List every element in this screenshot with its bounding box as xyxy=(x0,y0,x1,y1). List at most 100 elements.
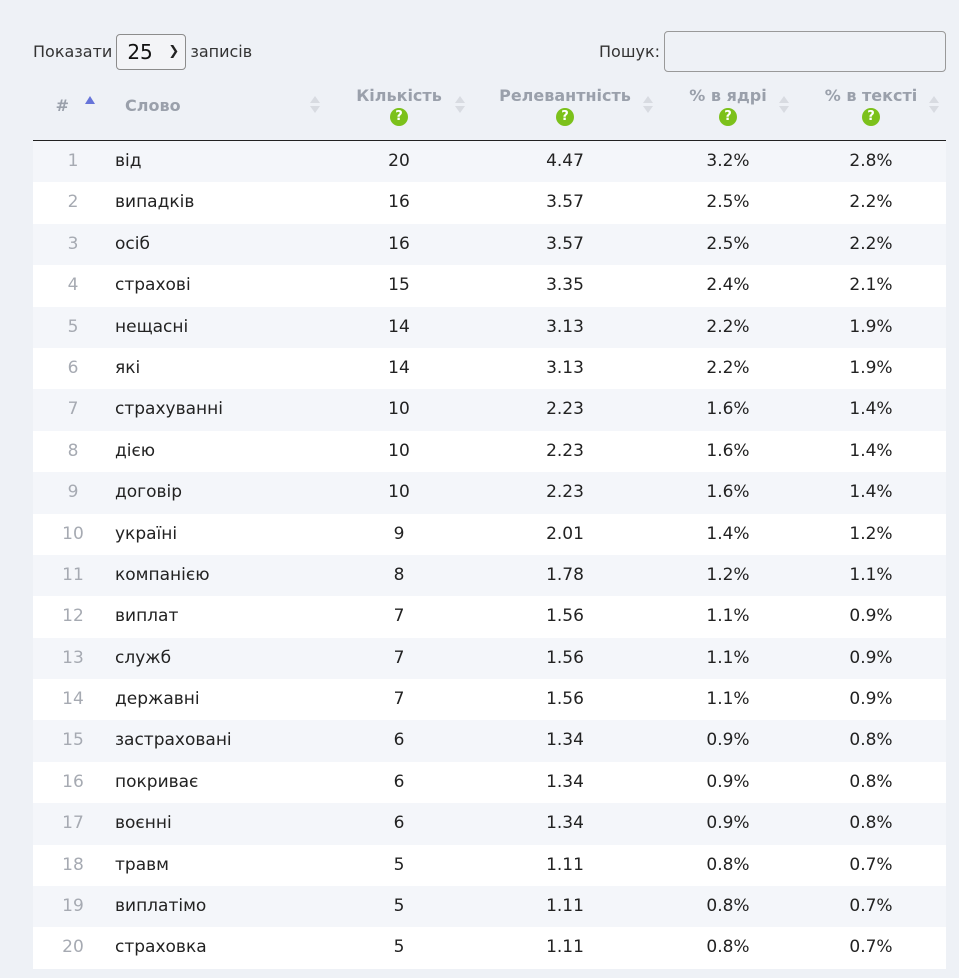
row-text-percent: 0.7% xyxy=(849,854,893,875)
row-core-percent: 2.4% xyxy=(706,275,750,296)
length-suffix-label: записів xyxy=(190,42,253,61)
table-row: 20 страховка 5 1.11 0.8% 0.7% xyxy=(33,927,946,969)
page-length-select[interactable]: 25 ❯ xyxy=(116,33,187,70)
row-count: 10 xyxy=(388,440,410,461)
row-text-percent: 1.9% xyxy=(849,357,893,378)
row-index: 18 xyxy=(62,854,84,875)
row-count: 5 xyxy=(393,854,405,875)
row-text-percent: 2.2% xyxy=(849,233,893,254)
row-word: виплат xyxy=(115,606,179,627)
table-row: 7 страхуванні 10 2.23 1.6% 1.4% xyxy=(33,389,946,431)
search-control: Пошук: xyxy=(599,31,946,72)
row-index: 6 xyxy=(67,357,79,378)
row-text-percent: 1.4% xyxy=(849,482,893,503)
row-relevance: 3.57 xyxy=(546,192,584,213)
search-input[interactable] xyxy=(664,31,946,72)
table-row: 11 компанією 8 1.78 1.2% 1.1% xyxy=(33,554,946,597)
row-word: травм xyxy=(115,854,169,875)
length-prefix-label: Показати xyxy=(33,42,113,61)
row-count: 5 xyxy=(393,937,405,958)
table-row: 12 виплат 7 1.56 1.1% 0.9% xyxy=(33,596,946,638)
table-row: 8 дією 10 2.23 1.6% 1.4% xyxy=(33,430,946,473)
row-count: 14 xyxy=(388,357,410,378)
chevron-down-icon: ❯ xyxy=(168,44,180,59)
row-relevance: 3.13 xyxy=(546,316,584,337)
row-index: 4 xyxy=(67,275,79,296)
column-header-relevance[interactable]: Релевантність ? xyxy=(495,86,653,140)
row-count: 6 xyxy=(393,813,405,834)
row-index: 19 xyxy=(62,896,84,917)
help-icon[interactable]: ? xyxy=(390,108,408,126)
row-core-percent: 1.6% xyxy=(706,482,750,503)
row-index: 3 xyxy=(67,233,79,254)
row-relevance: 2.23 xyxy=(546,399,584,420)
row-relevance: 2.23 xyxy=(546,482,584,503)
column-header-word[interactable]: Слово xyxy=(115,86,325,140)
table-row: 6 які 14 3.13 2.2% 1.9% xyxy=(33,347,946,390)
row-text-percent: 0.9% xyxy=(849,647,893,668)
table-row: 18 травм 5 1.11 0.8% 0.7% xyxy=(33,844,946,887)
row-relevance: 1.56 xyxy=(546,689,584,710)
row-word: служб xyxy=(115,647,172,668)
row-count: 7 xyxy=(393,689,405,710)
row-relevance: 1.34 xyxy=(546,813,584,834)
row-text-percent: 0.8% xyxy=(849,771,893,792)
column-label: Релевантність xyxy=(499,86,631,105)
sort-asc-icon xyxy=(85,96,95,104)
row-word: страховка xyxy=(115,937,207,958)
word-frequency-table-wrapper: Показати 25 ❯ записів Пошук: # Слово Кіл… xyxy=(33,0,946,978)
row-core-percent: 3.2% xyxy=(706,151,750,171)
row-core-percent: 1.6% xyxy=(706,440,750,461)
sort-icon xyxy=(929,96,939,114)
sort-icon xyxy=(779,96,789,114)
help-icon[interactable]: ? xyxy=(862,108,880,126)
row-core-percent: 1.1% xyxy=(706,689,750,710)
row-relevance: 3.13 xyxy=(546,357,584,378)
row-word: від xyxy=(115,151,142,171)
table-body: 1 від 20 4.47 3.2% 2.8% 2 випадків 16 3.57 2.5% 2.2… xyxy=(33,141,946,969)
row-core-percent: 0.9% xyxy=(706,730,750,751)
row-word: страхові xyxy=(115,275,191,296)
row-text-percent: 0.9% xyxy=(849,606,893,627)
row-count: 20 xyxy=(388,151,410,171)
table-row: 10 україні 9 2.01 1.4% 1.2% xyxy=(33,513,946,555)
column-header-count[interactable]: Кількість ? xyxy=(349,86,465,140)
table-row: 19 виплатімо 5 1.11 0.8% 0.7% xyxy=(33,886,946,928)
row-count: 10 xyxy=(388,399,410,420)
row-word: україні xyxy=(115,523,178,544)
row-count: 15 xyxy=(388,275,410,296)
row-core-percent: 2.2% xyxy=(706,316,750,337)
row-core-percent: 0.8% xyxy=(706,854,750,875)
help-icon[interactable]: ? xyxy=(719,108,737,126)
page-length-value: 25 xyxy=(127,39,153,64)
row-word: покриває xyxy=(115,771,199,792)
help-icon[interactable]: ? xyxy=(556,108,574,126)
row-word: осіб xyxy=(115,233,150,254)
row-count: 14 xyxy=(388,316,410,337)
row-text-percent: 1.9% xyxy=(849,316,893,337)
table-row: 5 нещасні 14 3.13 2.2% 1.9% xyxy=(33,306,946,348)
row-index: 8 xyxy=(67,440,79,461)
table-row: 2 випадків 16 3.57 2.5% 2.2% xyxy=(33,182,946,224)
row-word: застраховані xyxy=(115,730,232,751)
row-relevance: 1.34 xyxy=(546,771,584,792)
row-index: 14 xyxy=(62,689,84,710)
sort-icon xyxy=(310,96,320,114)
row-count: 7 xyxy=(393,647,405,668)
row-text-percent: 0.7% xyxy=(849,937,893,958)
row-relevance: 1.11 xyxy=(546,896,584,917)
row-index: 11 xyxy=(62,564,84,585)
row-text-percent: 1.2% xyxy=(849,523,893,544)
row-core-percent: 0.8% xyxy=(706,896,750,917)
row-relevance: 1.56 xyxy=(546,647,584,668)
table-row: 15 застраховані 6 1.34 0.9% 0.8% xyxy=(33,720,946,762)
row-word: нещасні xyxy=(115,316,189,337)
row-text-percent: 2.1% xyxy=(849,275,893,296)
row-core-percent: 0.9% xyxy=(706,813,750,834)
row-count: 6 xyxy=(393,771,405,792)
column-header-text-percent[interactable]: % в тексті ? xyxy=(816,86,939,140)
column-header-index[interactable]: # xyxy=(33,86,113,140)
row-relevance: 2.01 xyxy=(546,523,584,544)
row-relevance: 1.11 xyxy=(546,854,584,875)
column-header-core-percent[interactable]: % в ядрі ? xyxy=(678,86,789,140)
